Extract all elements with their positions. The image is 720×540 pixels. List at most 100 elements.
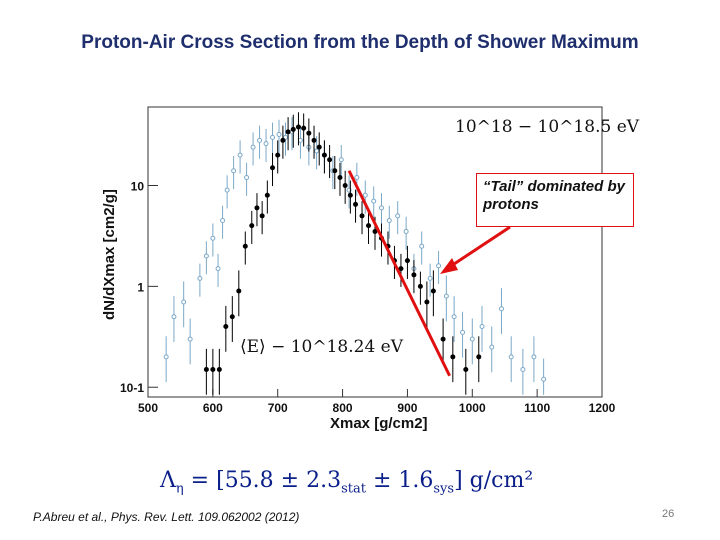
dark-data-point (280, 137, 286, 143)
formula-sys: sys (433, 481, 455, 497)
light-data-point (314, 148, 320, 154)
light-data-point (460, 329, 466, 335)
light-data-point (181, 299, 187, 305)
dark-data-point (254, 205, 260, 211)
formula-lambda: Λ (160, 468, 176, 493)
light-data-point (270, 134, 276, 140)
dark-data-point (342, 182, 348, 188)
dark-data-point (337, 175, 343, 181)
light-data-point (187, 336, 193, 342)
dark-data-point (290, 126, 296, 132)
light-data-point (171, 314, 177, 320)
dark-data-point (306, 130, 312, 136)
light-data-point (203, 253, 209, 259)
dark-data-point (270, 165, 276, 171)
dark-data-point (229, 314, 235, 320)
light-data-point (250, 144, 256, 150)
light-data-point (231, 168, 237, 174)
light-data-point (508, 354, 514, 360)
dark-data-point (366, 223, 372, 229)
light-data-point (215, 266, 221, 272)
light-data-point (276, 132, 282, 138)
mean-energy-label: ⟨E⟩ − 10^18.24 eV (240, 337, 404, 357)
formula-stat: stat (341, 481, 366, 497)
light-data-point (451, 314, 457, 320)
dark-data-point (264, 192, 270, 198)
dark-data-point (417, 283, 423, 289)
x-tick-label: 700 (268, 401, 288, 415)
plot-frame (147, 106, 603, 398)
dark-data-point (359, 213, 365, 219)
light-data-point (419, 243, 425, 249)
x-tick-label: 500 (138, 401, 158, 415)
y-tick-label: 10 (131, 179, 145, 193)
tail-callout: “Tail” dominated by protons (476, 173, 634, 227)
callout-arrow-head (440, 258, 458, 274)
formula-eta: η (175, 481, 184, 497)
dark-data-point (353, 201, 359, 207)
dark-data-point (463, 366, 469, 372)
dark-data-point (316, 144, 322, 150)
dark-data-point (450, 354, 456, 360)
dark-data-point (440, 336, 446, 342)
light-data-point (224, 187, 230, 193)
light-data-point (479, 323, 485, 329)
dark-data-point (249, 223, 255, 229)
light-data-point (163, 354, 169, 360)
light-data-point (244, 175, 250, 181)
dark-data-point (203, 366, 209, 372)
dark-data-point (285, 129, 291, 135)
y-axis-label: dN/dXmax [cm2/g] (101, 189, 118, 320)
x-tick-label: 1200 (589, 401, 616, 415)
dark-data-point (210, 366, 216, 372)
dark-data-point (275, 152, 281, 158)
formula-sys-value: ± 1.6 (365, 468, 434, 493)
dark-data-point (242, 243, 248, 249)
light-data-point (541, 376, 547, 382)
dark-data-point (476, 354, 482, 360)
light-data-point (427, 275, 433, 281)
x-tick-label: 600 (203, 401, 223, 415)
y-tick-label: 1 (137, 280, 144, 294)
dark-data-point (321, 152, 327, 158)
dark-data-point (259, 213, 265, 219)
light-data-point (197, 275, 203, 281)
slide-title: Proton-Air Cross Section from the Depth … (81, 32, 639, 53)
light-data-point (282, 134, 288, 140)
dark-data-point (411, 272, 417, 278)
light-data-point (371, 198, 377, 204)
y-tick-label: 10-1 (120, 381, 144, 395)
dark-data-point (332, 168, 338, 174)
light-data-point (257, 137, 263, 143)
x-tick-label: 1000 (459, 401, 486, 415)
dark-data-point (424, 299, 430, 305)
x-axis-label: Xmax [g/cm2] (330, 415, 428, 432)
light-data-point (354, 175, 360, 181)
dark-data-point (430, 288, 436, 294)
light-data-point (489, 344, 495, 350)
light-data-point (297, 137, 303, 143)
dark-data-point (404, 258, 410, 264)
x-tick-label: 1100 (524, 401, 550, 415)
light-data-point (436, 263, 442, 269)
light-data-point (210, 235, 216, 241)
x-tick-label: 800 (333, 401, 353, 415)
energy-range-label: 10^18 − 10^18.5 eV (455, 117, 640, 137)
citation: P.Abreu et al., Phys. Rev. Lett. 109.062… (33, 510, 300, 524)
dark-data-point (223, 323, 229, 329)
formula-units: ] g/cm² (454, 468, 534, 493)
dark-data-point (295, 124, 301, 130)
dark-data-point (236, 288, 242, 294)
callout-arrow-shaft (447, 225, 511, 270)
light-data-point (395, 213, 401, 219)
dark-data-point (372, 228, 378, 234)
x-tick-label: 900 (397, 401, 417, 415)
light-data-point (498, 306, 504, 312)
lambda-formula: Λη = [55.8 ± 2.3stat ± 1.6sys] g/cm² (160, 468, 533, 496)
page-number: 26 (662, 508, 675, 520)
light-data-point (220, 217, 226, 223)
dark-data-point (311, 137, 317, 143)
dark-data-point (216, 366, 222, 372)
